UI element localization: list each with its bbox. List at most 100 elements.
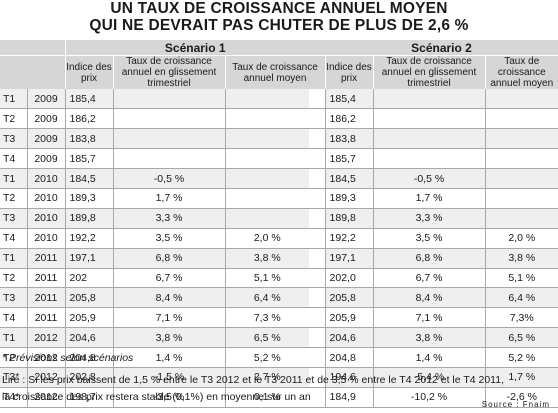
s1-quarterly-cell: 3,3 % (112, 208, 225, 229)
s2-annual-cell (484, 208, 558, 229)
year-cell: 2011 (26, 287, 65, 309)
gap-cell (309, 228, 326, 249)
reading-note: Lire : Si les prix baissent de 1,5 % ent… (2, 372, 504, 406)
s2-annual-cell: 6,4 % (484, 287, 558, 309)
s2-quarterly-header: Taux de croissance annuel en glissement … (372, 55, 486, 89)
s2-annual-cell (484, 108, 558, 130)
s1-annual-cell: 2,0 % (224, 228, 309, 249)
s2-quarterly-cell: 7,1 % (372, 307, 486, 329)
year-cell: 2010 (26, 168, 65, 189)
s2-quarterly-cell: 3,8 % (372, 327, 486, 349)
s2-index-header: Indice des prix (324, 55, 374, 89)
column-header-row: Indice des prix Taux de croissance annue… (0, 55, 558, 89)
year-cell: 2011 (26, 268, 65, 289)
s2-quarterly-cell: 6,8 % (372, 248, 486, 269)
gap-cell (309, 347, 326, 368)
s1-quarterly-cell: 7,1 % (112, 307, 225, 329)
s1-annual-cell (224, 148, 309, 170)
table-row: T2 2010 189,3 1,7 % 189,3 1,7 % (0, 188, 558, 209)
s2-index-cell: 205,9 (324, 307, 374, 329)
gap-cell (309, 367, 326, 388)
quarter-cell: T1 (0, 89, 27, 110)
s1-annual-cell (224, 208, 309, 229)
s2-index-cell: 186,2 (324, 108, 374, 130)
quarter-cell: T1 (0, 168, 27, 189)
s2-annual-cell (484, 89, 558, 110)
s1-annual-cell (224, 89, 309, 110)
s2-annual-cell: 5,2 % (484, 347, 558, 368)
s2-annual-cell (484, 128, 558, 150)
gap-cell (309, 387, 326, 408)
gap-cell (309, 128, 326, 150)
table-row: T1 2012 204,6 3,8 % 6,5 % 204,6 3,8 % 6,5 % (0, 327, 558, 349)
s2-annual-cell (484, 168, 558, 189)
quarter-cell: T2 (0, 108, 27, 130)
quarter-cell: T4 (0, 148, 27, 170)
s1-index-cell: 198,7 (64, 387, 113, 408)
gap-cell (309, 307, 326, 329)
s1-quarterly-cell: -3,5 % (112, 387, 225, 408)
s2-annual-cell: 3,8 % (484, 248, 558, 269)
source-credit: Source : Fnaim (481, 400, 550, 409)
s1-quarterly-cell: 1,4 % (112, 347, 225, 368)
table-row: T3 2009 183,8 183,8 (0, 128, 558, 150)
quarter-cell: T2 (0, 268, 27, 289)
s2-annual-cell: 5,1 % (484, 268, 558, 289)
s1-index-header: Indice des prix (64, 55, 113, 89)
s1-annual-cell: 6,5 % (224, 327, 309, 349)
gap-cell (309, 168, 326, 189)
s2-quarterly-cell (372, 108, 486, 130)
gap-cell (309, 327, 326, 349)
year-cell: 2009 (26, 108, 65, 130)
s2-annual-cell: 1,7 % (484, 367, 558, 388)
s2-index-cell: 205,8 (324, 287, 374, 309)
year-cell: 2012 (26, 347, 65, 368)
table-row: T4 2009 185,7 185,7 (0, 148, 558, 170)
quarter-cell: T4* (0, 387, 27, 408)
scenario-2-header: Scénario 2 (325, 40, 558, 56)
quarter-cell: T4 (0, 307, 27, 329)
quarter-cell: T2 (0, 347, 27, 368)
year-cell: 2011 (26, 307, 65, 329)
table-row: T4 2011 205,9 7,1 % 7,3 % 205,9 7,1 % 7,3% (0, 307, 558, 329)
quarter-cell: T1 (0, 327, 27, 349)
s2-quarterly-cell: 6,7 % (372, 268, 486, 289)
s2-index-cell: 184,5 (324, 168, 374, 189)
table-row: T2 2009 186,2 186,2 (0, 108, 558, 130)
s1-index-cell: 205,9 (64, 307, 113, 329)
s2-index-cell: 184,9 (324, 387, 374, 408)
s1-annual-cell: 5,1 % (224, 268, 309, 289)
s2-index-cell: 185,7 (324, 148, 374, 170)
year-cell: 2011 (26, 248, 65, 269)
table-row: T3 2010 189,8 3,3 % 189,8 3,3 % (0, 208, 558, 229)
scenario-1-header: Scénario 1 (64, 40, 326, 56)
s1-annual-cell: 0,1 % (224, 387, 309, 408)
s2-annual-header: Taux de croissance annuel moyen (484, 55, 558, 89)
s1-quarterly-cell (112, 89, 225, 110)
quarter-cell: T4 (0, 228, 27, 249)
s1-index-cell: 183,8 (64, 128, 113, 150)
s1-quarterly-cell: -1,5 % (112, 367, 225, 388)
s2-index-cell: 192,2 (324, 228, 374, 249)
s1-annual-cell: 7,3 % (224, 307, 309, 329)
s2-index-cell: 197,1 (324, 248, 374, 269)
s2-quarterly-cell: 8,4 % (372, 287, 486, 309)
s1-quarterly-cell (112, 128, 225, 150)
s1-index-cell: 202,8 (64, 367, 113, 388)
reading-note-line-1: Lire : Si les prix baissent de 1,5 % ent… (2, 374, 504, 386)
s1-annual-cell (224, 188, 309, 209)
s2-quarterly-cell: 1,4 % (372, 347, 486, 368)
s2-annual-cell: -2,6 % (484, 387, 558, 408)
s1-index-cell: 204,8 (64, 347, 113, 368)
s1-annual-cell: 5,2 % (224, 347, 309, 368)
s1-quarterly-cell: 6,8 % (112, 248, 225, 269)
s2-index-cell: 202,0 (324, 268, 374, 289)
s1-quarterly-cell: 3,5 % (112, 228, 225, 249)
s2-index-cell: 189,8 (324, 208, 374, 229)
s2-annual-cell: 2,0 % (484, 228, 558, 249)
s1-quarterly-cell (112, 148, 225, 170)
year-cell: 2010 (26, 208, 65, 229)
gap-cell (309, 108, 326, 130)
s2-quarterly-cell: -10,2 % (372, 387, 486, 408)
table-body: T1 2009 185,4 185,4 T2 2009 186,2 186,2 T3 2009 18… (0, 89, 558, 408)
